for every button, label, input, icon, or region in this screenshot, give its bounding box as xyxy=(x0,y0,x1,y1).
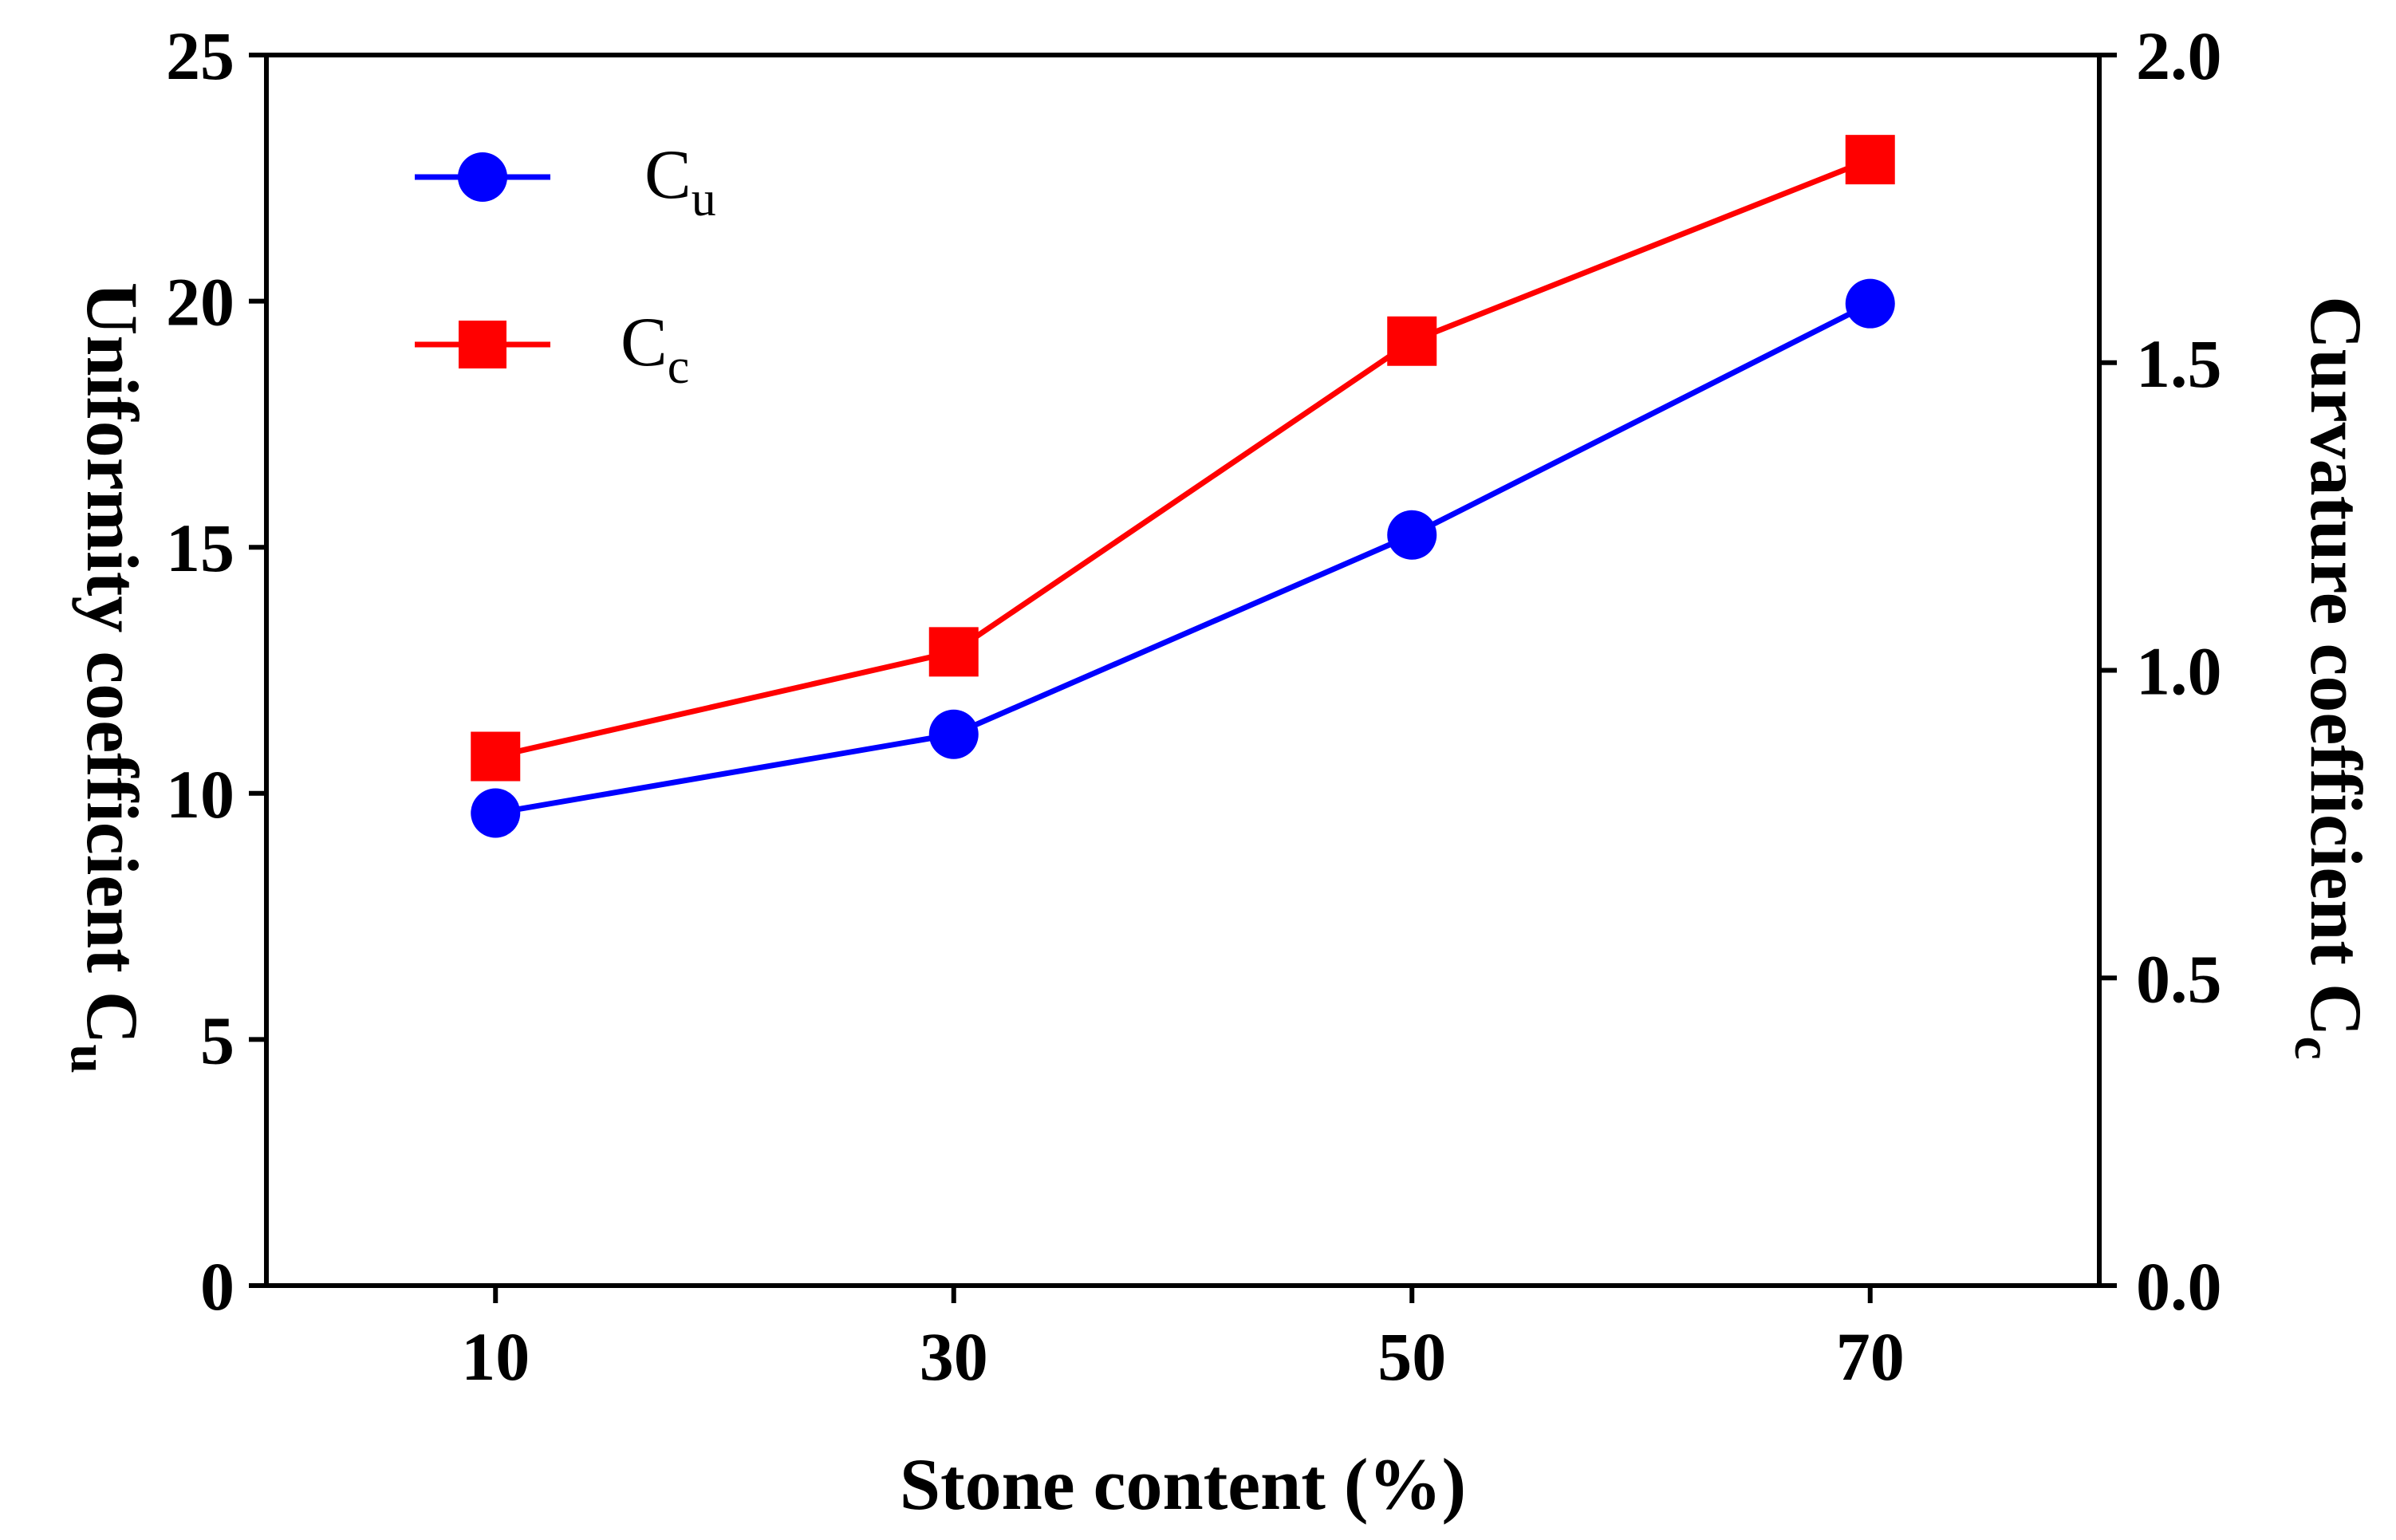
right-y-tick-label: 0.0 xyxy=(2136,1248,2222,1325)
legend-item-cc: Cc xyxy=(415,304,689,394)
right-y-tick-label: 0.5 xyxy=(2136,940,2222,1017)
left-y-axis-title: Uniformity coefficient Cu xyxy=(60,282,153,1073)
data-point-cc xyxy=(1845,135,1895,185)
left-y-axis-title-sub: u xyxy=(60,1044,118,1073)
series-line-cc xyxy=(495,156,1872,759)
right-y-tick-label: 2.0 xyxy=(2136,18,2222,94)
x-axis-title: Stone content (%) xyxy=(900,1444,1466,1525)
x-tick-label: 70 xyxy=(1836,1318,1905,1395)
right-y-axis-title-main: Curvature coefficient C xyxy=(2296,296,2377,1036)
data-point-cc xyxy=(928,627,979,677)
data-point-cu xyxy=(928,709,979,759)
legend-item-cu: Cu xyxy=(415,136,716,226)
x-tick-label: 10 xyxy=(461,1318,530,1395)
left-y-axis-title-main: Uniformity coefficient C xyxy=(72,282,153,1044)
legend-cu-marker xyxy=(458,152,507,202)
left-y-tick-label: 10 xyxy=(166,756,234,833)
series-layer xyxy=(471,135,1895,838)
legend-cu-label: Cu xyxy=(644,136,716,226)
x-tick-label: 50 xyxy=(1377,1318,1446,1395)
right-y-axis-title-sub: c xyxy=(2284,1036,2342,1059)
legend: Cu Cc xyxy=(415,136,716,394)
left-y-tick-label: 25 xyxy=(166,18,234,94)
x-axis-ticks: 10 30 50 70 xyxy=(461,1286,1905,1395)
right-y-axis-title: Curvature coefficient Cc xyxy=(2284,296,2377,1060)
data-point-cc xyxy=(471,731,521,782)
left-y-tick-label: 20 xyxy=(166,264,234,341)
left-y-axis-ticks: 0 5 10 15 20 25 xyxy=(166,18,266,1325)
right-y-axis-ticks: 0.0 0.5 1.0 1.5 2.0 xyxy=(2099,18,2222,1325)
right-y-tick-label: 1.0 xyxy=(2136,633,2222,710)
legend-cc-marker xyxy=(459,321,506,368)
right-y-tick-label: 1.5 xyxy=(2136,325,2222,402)
data-point-cu xyxy=(1845,278,1895,329)
left-y-tick-label: 15 xyxy=(166,510,234,586)
left-y-tick-label: 0 xyxy=(200,1248,234,1325)
data-point-cc xyxy=(1387,316,1437,366)
left-y-tick-label: 5 xyxy=(200,1002,234,1078)
data-point-cu xyxy=(1387,510,1437,560)
legend-cc-label: Cc xyxy=(621,304,689,394)
data-point-cu xyxy=(471,788,521,838)
series-line-cu xyxy=(495,301,1872,816)
x-tick-label: 30 xyxy=(920,1318,988,1395)
